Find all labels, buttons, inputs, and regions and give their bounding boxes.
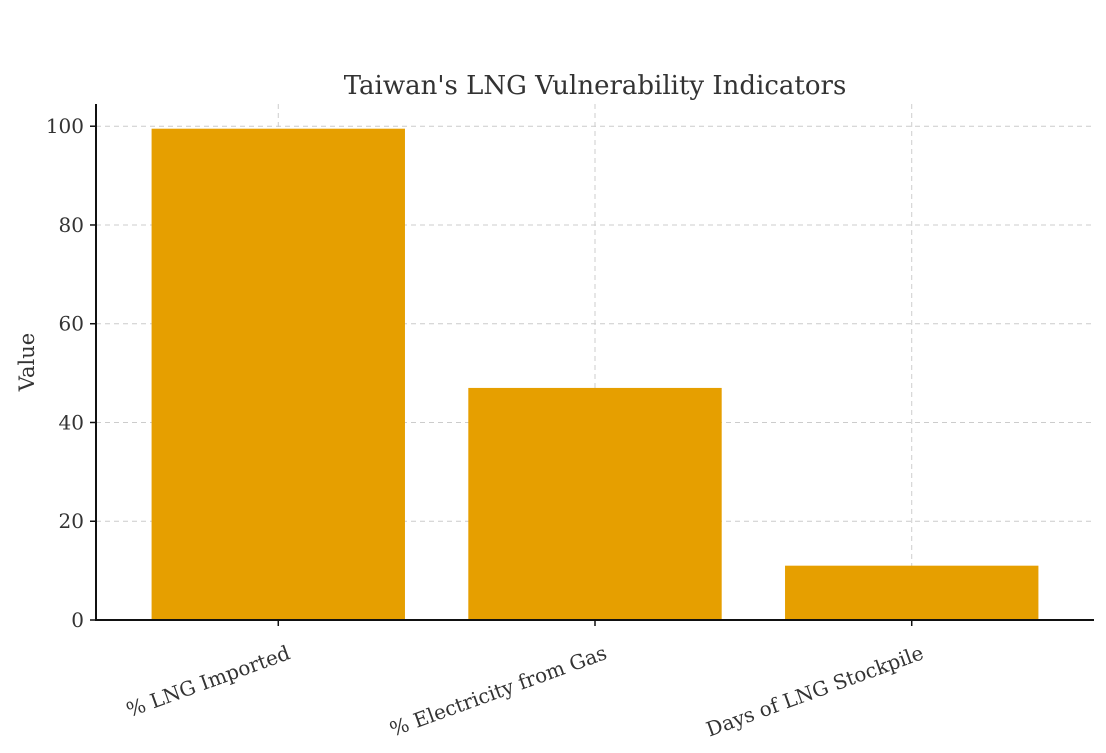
- y-tick-label: 60: [59, 312, 84, 336]
- chart-title: Taiwan's LNG Vulnerability Indicators: [344, 71, 847, 101]
- bars: [151, 128, 1039, 620]
- bar: [151, 128, 405, 620]
- y-tick-label: 100: [46, 114, 84, 138]
- y-tick-label: 80: [59, 213, 84, 237]
- axes: [90, 104, 1094, 626]
- x-tick-label: % LNG Imported: [123, 640, 293, 722]
- bar: [785, 565, 1039, 620]
- y-tick-label: 20: [59, 509, 84, 533]
- y-tick-label: 0: [71, 608, 84, 632]
- x-tick-label: % Electricity from Gas: [386, 640, 610, 741]
- x-tick-label: Days of LNG Stockpile: [703, 640, 927, 741]
- y-axis-label: Value: [15, 333, 39, 392]
- bar: [468, 387, 722, 620]
- y-tick-label: 40: [59, 410, 84, 434]
